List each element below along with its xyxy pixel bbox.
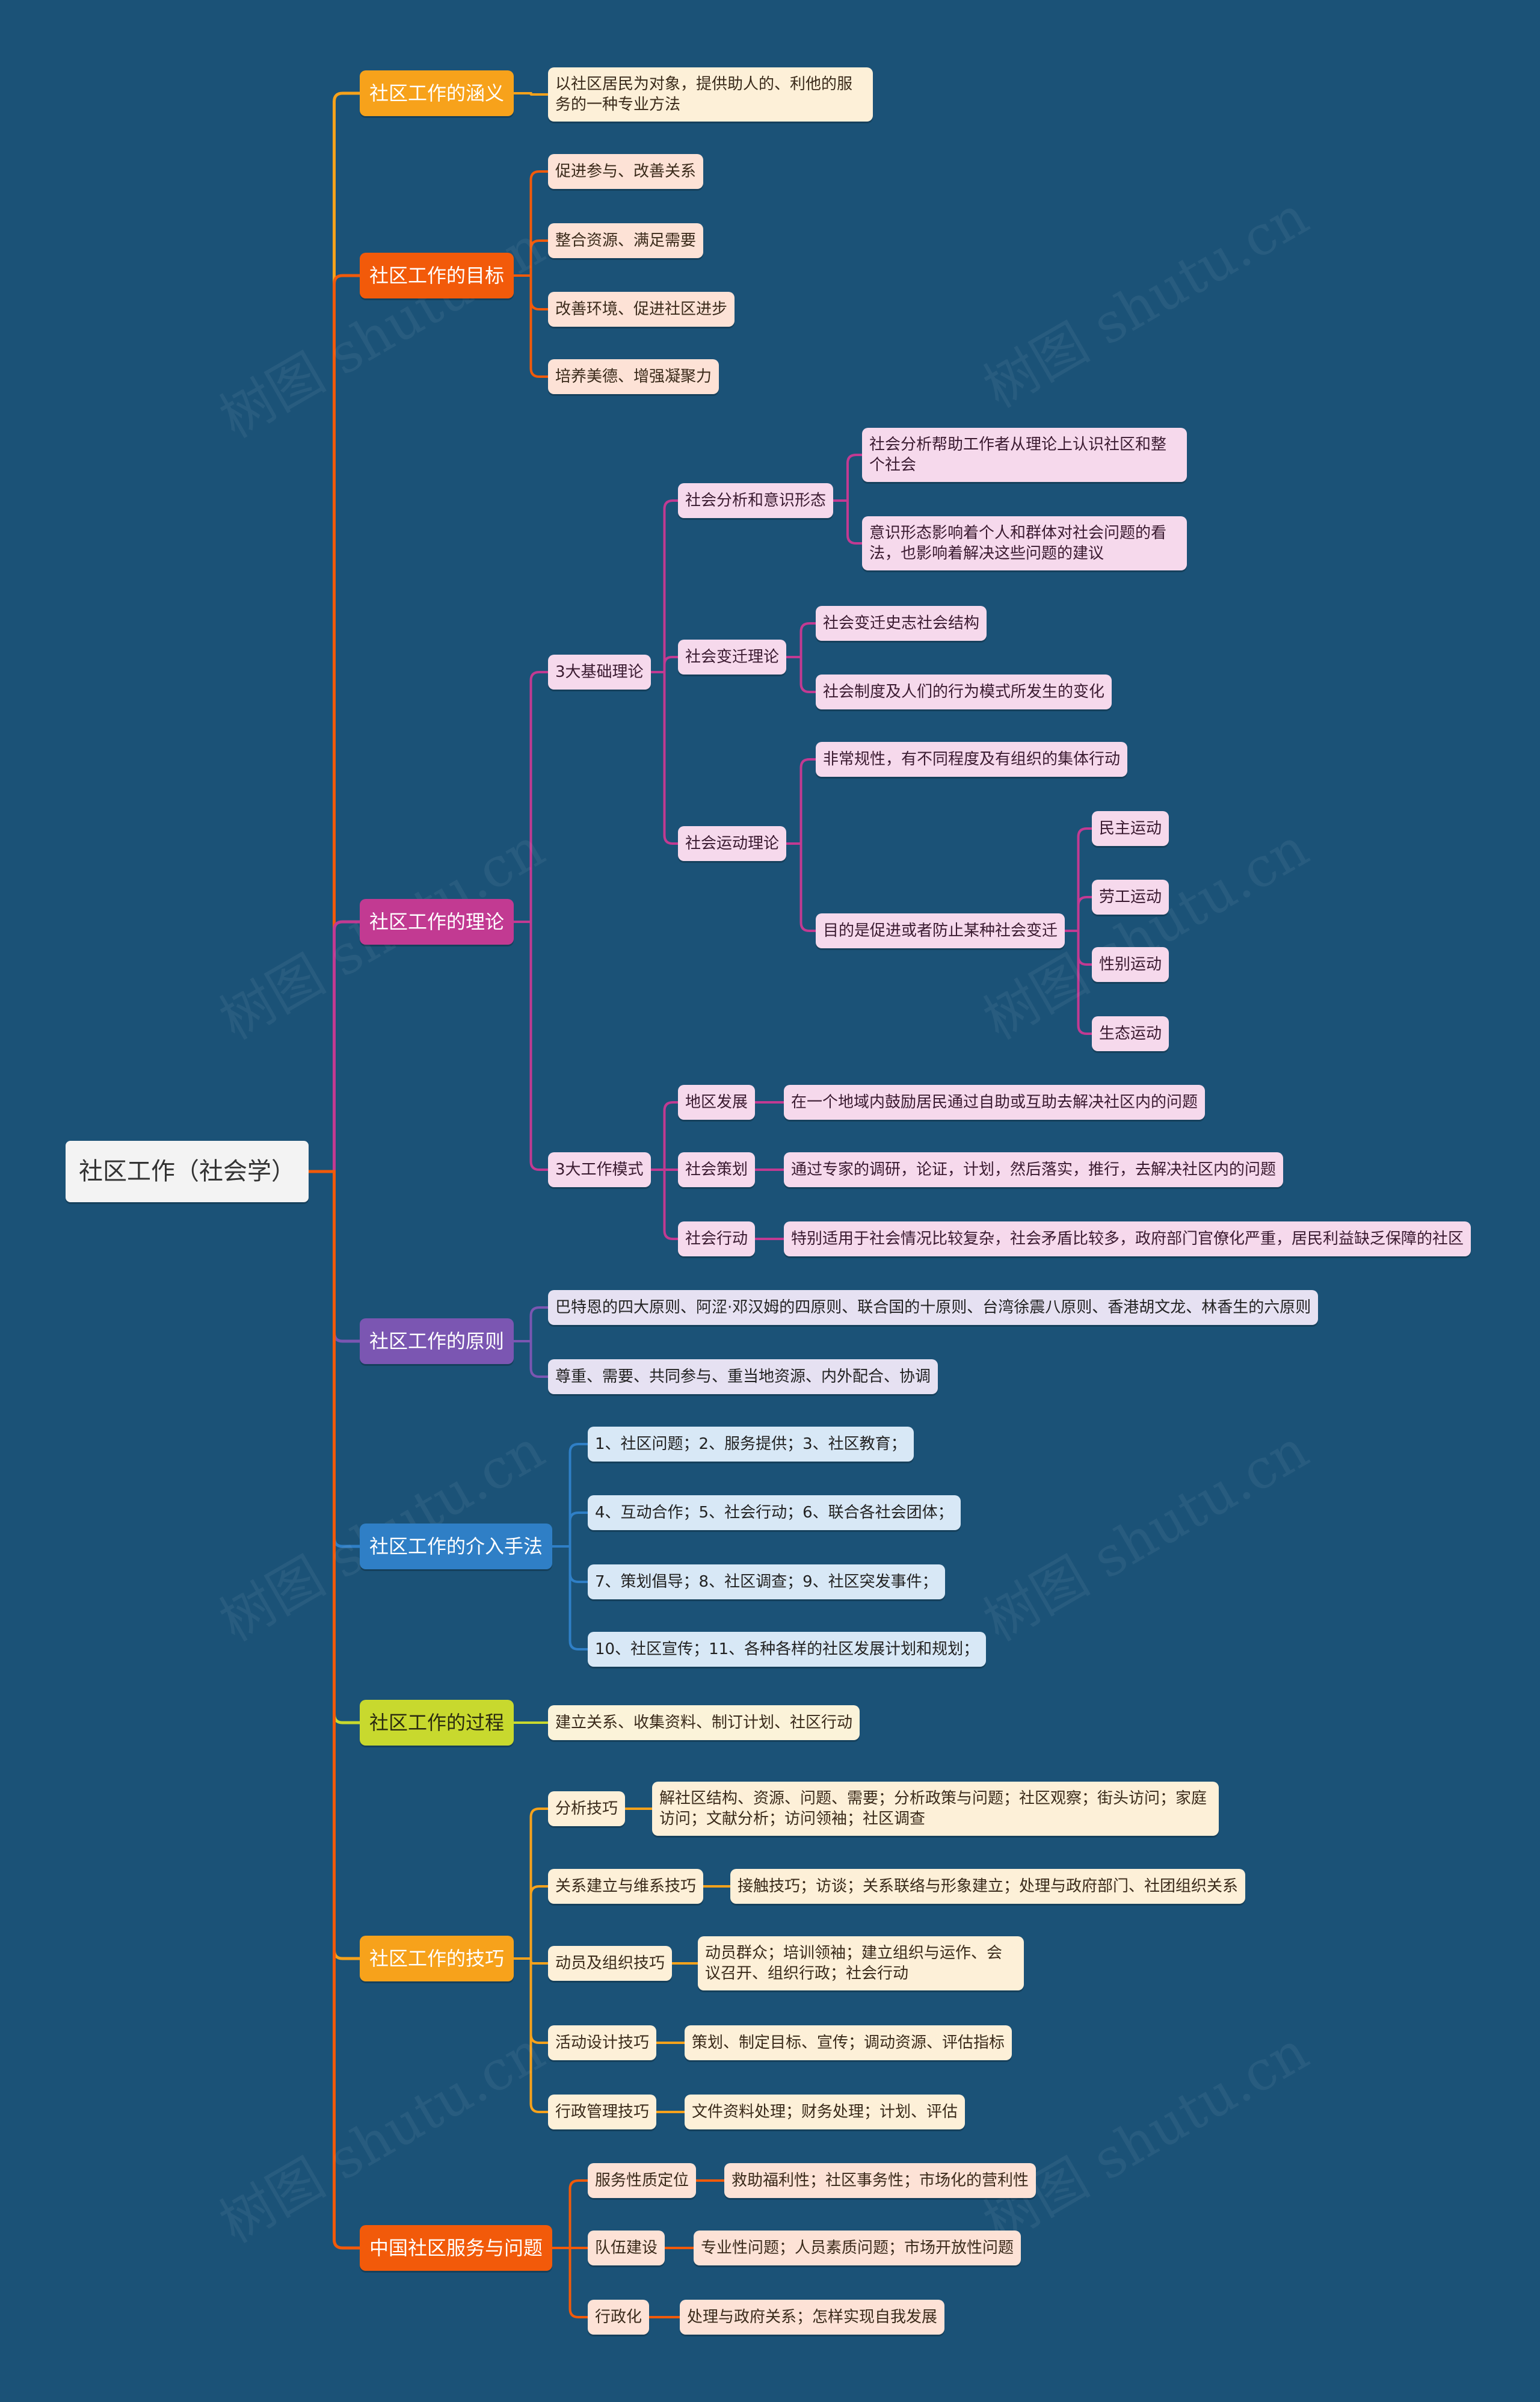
topic-node[interactable]: 专业性问题；人员素质问题；市场开放性问题 — [694, 2231, 1021, 2265]
connector-line — [1065, 827, 1092, 932]
topic-node[interactable]: 地区发展 — [678, 1085, 756, 1120]
connector-line — [514, 921, 548, 1171]
connector-line — [833, 499, 862, 545]
topic-node[interactable]: 1、社区问题；2、服务提供；3、社区教育； — [588, 1427, 914, 1462]
topic-node[interactable]: 社会行动 — [678, 1221, 756, 1256]
connector-line — [309, 274, 360, 1173]
topic-node[interactable]: 通过专家的调研，论证，计划，然后落实，推行，去解决社区内的问题 — [784, 1152, 1284, 1187]
topic-node[interactable]: 在一个地域内鼓励居民通过自助或互助去解决社区内的问题 — [784, 1085, 1206, 1120]
connector-line — [651, 499, 678, 673]
connector-line — [1065, 896, 1092, 932]
topic-node[interactable]: 行政化 — [588, 2300, 650, 2335]
topic-node[interactable]: 生态运动 — [1092, 1016, 1169, 1051]
connector-line — [651, 1101, 678, 1171]
connector-line — [651, 671, 678, 845]
topic-node[interactable]: 文件资料处理；财务处理；计划、评估 — [685, 2095, 966, 2129]
branch-topic-intervention[interactable]: 社区工作的介入手法 — [360, 1524, 553, 1569]
topic-node[interactable]: 非常规性，有不同程度及有组织的集体行动 — [816, 742, 1128, 777]
connector-line — [1065, 930, 1092, 1035]
connector-line — [552, 1545, 588, 1650]
topic-node[interactable]: 关系建立与维系技巧 — [548, 1869, 704, 1904]
branch-topic-process[interactable]: 社区工作的过程 — [360, 1700, 514, 1746]
connector-line — [786, 842, 816, 932]
connector-line — [651, 1169, 678, 1240]
connector-line — [552, 1443, 588, 1548]
topic-node[interactable]: 接触技巧；访谈；关系联络与形象建立；处理与政府部门、社团组织关系 — [730, 1869, 1246, 1904]
connector-line — [514, 1885, 548, 1960]
topic-node[interactable]: 分析技巧 — [548, 1791, 626, 1826]
topic-node[interactable]: 3大基础理论 — [548, 655, 651, 690]
branch-topic-china-services[interactable]: 中国社区服务与问题 — [360, 2225, 553, 2271]
topic-node[interactable]: 救助福利性；社区事务性；市场化的营利性 — [724, 2163, 1036, 2198]
branch-topic-principles[interactable]: 社区工作的原则 — [360, 1318, 514, 1364]
connector-line — [552, 2179, 588, 2249]
topic-node[interactable]: 3大工作模式 — [548, 1152, 651, 1187]
connector-line — [786, 758, 816, 845]
topic-node[interactable]: 策划、制定目标、宣传；调动资源、评估指标 — [685, 2025, 1012, 2060]
connector-line — [514, 671, 548, 923]
root-topic[interactable]: 社区工作（社会学） — [66, 1141, 309, 1202]
connector-line — [514, 170, 548, 277]
topic-node[interactable]: 民主运动 — [1092, 811, 1169, 846]
connector-line — [786, 656, 816, 693]
topic-node[interactable]: 社会变迁理论 — [678, 640, 787, 675]
topic-node[interactable]: 行政管理技巧 — [548, 2095, 657, 2129]
connector-line — [786, 622, 816, 658]
connector-line — [309, 1170, 360, 2250]
connector-line — [833, 454, 862, 502]
connector-line — [514, 239, 548, 277]
connector-line — [514, 1340, 548, 1378]
connector-line — [514, 1808, 548, 1960]
connector-line — [309, 91, 360, 1173]
topic-node[interactable]: 动员群众；培训领袖；建立组织与运作、会议召开、组织行政；社会行动 — [698, 1936, 1024, 1990]
topic-node[interactable]: 性别运动 — [1092, 947, 1169, 982]
topic-node[interactable]: 尊重、需要、共同参与、重当地资源、内外配合、协调 — [548, 1359, 938, 1394]
connector-line — [514, 92, 548, 96]
topic-node[interactable]: 意识形态影响着个人和群体对社会问题的看法，也影响着解决这些问题的建议 — [862, 516, 1187, 570]
topic-node[interactable]: 处理与政府关系；怎样实现自我发展 — [680, 2300, 945, 2335]
topic-node[interactable]: 劳工运动 — [1092, 880, 1169, 915]
branch-topic-skills[interactable]: 社区工作的技巧 — [360, 1936, 514, 1981]
connector-line — [514, 1306, 548, 1342]
topic-node[interactable]: 巴特恩的四大原则、阿涩·邓汉姆的四原则、联合国的十原则、台湾徐震八原则、香港胡文… — [548, 1290, 1319, 1325]
topic-node[interactable]: 促进参与、改善关系 — [548, 154, 704, 189]
connector-line — [514, 274, 548, 378]
topic-node[interactable]: 7、策划倡导；8、社区调查；9、社区突发事件； — [588, 1564, 945, 1599]
topic-node[interactable]: 以社区居民为对象，提供助人的、利他的服务的一种专业方法 — [548, 67, 873, 122]
branch-topic-theory[interactable]: 社区工作的理论 — [360, 899, 514, 945]
topic-node[interactable]: 动员及组织技巧 — [548, 1946, 673, 1981]
topic-node[interactable]: 社会制度及人们的行为模式所发生的变化 — [816, 675, 1112, 709]
branch-topic-goals[interactable]: 社区工作的目标 — [360, 253, 514, 298]
topic-node[interactable]: 整合资源、满足需要 — [548, 223, 704, 258]
topic-node[interactable]: 活动设计技巧 — [548, 2025, 657, 2060]
topic-node[interactable]: 服务性质定位 — [588, 2163, 697, 2198]
branch-topic-meaning[interactable]: 社区工作的涵义 — [360, 70, 514, 116]
topic-node[interactable]: 特别适用于社会情况比较复杂，社会矛盾比较多，政府部门官僚化严重，居民利益缺乏保障… — [784, 1221, 1471, 1256]
topic-node[interactable]: 培养美德、增强凝聚力 — [548, 359, 719, 394]
topic-node[interactable]: 社会策划 — [678, 1152, 756, 1187]
connector-line — [651, 656, 678, 673]
topic-node[interactable]: 解社区结构、资源、问题、需要；分析政策与问题；社区观察；街头访问；家庭访问；文献… — [652, 1782, 1219, 1836]
connector-line — [309, 920, 360, 1173]
topic-node[interactable]: 社会运动理论 — [678, 826, 787, 861]
topic-node[interactable]: 社会分析和意识形态 — [678, 483, 834, 518]
topic-node[interactable]: 4、互动合作；5、社会行动；6、联合各社会团体； — [588, 1495, 961, 1530]
topic-node[interactable]: 社会分析帮助工作者从理论上认识社区和整个社会 — [862, 428, 1187, 482]
connector-line — [552, 1511, 588, 1548]
topic-node[interactable]: 改善环境、促进社区进步 — [548, 292, 735, 327]
topic-node[interactable]: 建立关系、收集资料、制订计划、社区行动 — [548, 1705, 860, 1740]
connector-line — [514, 1957, 548, 2113]
topic-node[interactable]: 10、社区宣传；11、各种各样的社区发展计划和规划； — [588, 1632, 987, 1667]
topic-node[interactable]: 队伍建设 — [588, 2231, 665, 2265]
connector-line — [552, 2247, 588, 2318]
topic-node[interactable]: 目的是促进或者防止某种社会变迁 — [816, 913, 1065, 948]
topic-node[interactable]: 社会变迁史志社会结构 — [816, 606, 987, 641]
